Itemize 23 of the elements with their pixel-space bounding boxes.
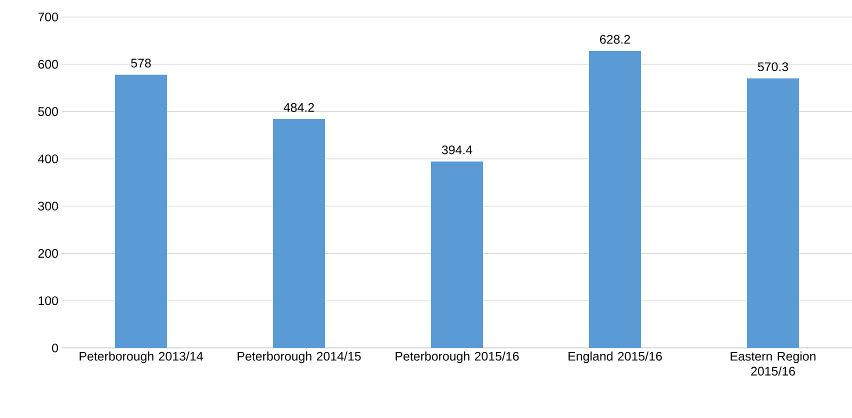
- y-tick-label: 200: [38, 249, 58, 258]
- bar: [431, 162, 484, 348]
- y-tick-label: 100: [38, 296, 58, 306]
- x-tick-label: Eastern Region 2015/16: [730, 352, 816, 376]
- data-label: 628.2: [600, 34, 630, 44]
- data-label: 394.4: [442, 145, 472, 154]
- data-label: 484.2: [284, 103, 314, 112]
- bar: [747, 78, 800, 348]
- y-tick-label: 500: [38, 107, 58, 116]
- x-tick-label: Peterborough 2013/14: [80, 352, 203, 364]
- bar: [115, 74, 167, 348]
- data-label: 570.3: [758, 62, 788, 72]
- y-tick-label: 700: [38, 12, 58, 22]
- bar: [273, 119, 326, 348]
- bar: [589, 50, 642, 348]
- y-tick-label: 600: [38, 60, 58, 69]
- data-label: 578: [131, 58, 151, 68]
- y-tick-label: 300: [38, 202, 58, 211]
- y-tick-label: 0: [52, 344, 58, 352]
- y-tick-label: 400: [38, 154, 58, 164]
- x-tick-label: Peterborough 2015/16: [396, 352, 519, 364]
- x-tick-label: Peterborough 2014/15: [238, 352, 361, 364]
- x-tick-label: England 2015/16: [568, 352, 662, 364]
